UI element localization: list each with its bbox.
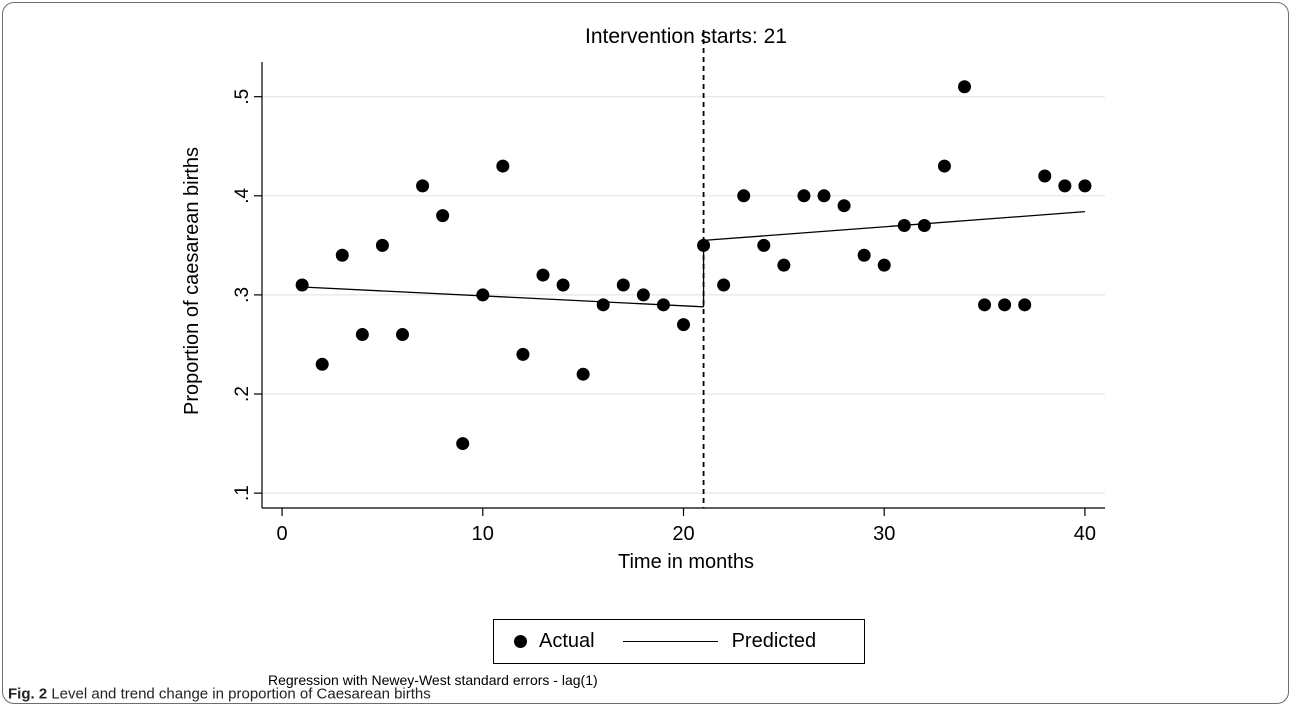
data-point [396, 328, 409, 342]
data-point [315, 357, 329, 371]
y-tick-label-2: .3 [232, 287, 253, 303]
data-point [596, 298, 610, 312]
data-point [897, 219, 911, 233]
predicted-segment-0 [302, 286, 704, 308]
data-point [978, 298, 992, 312]
figure-caption-text: Level and trend change in proportion of … [51, 685, 431, 703]
actual-series [295, 80, 1092, 451]
data-point [797, 189, 811, 203]
data-point [837, 199, 851, 213]
data-point [1078, 179, 1092, 193]
data-point [616, 278, 630, 292]
figure-caption-label: Fig. 2 [8, 685, 48, 703]
legend: Actual Predicted [493, 619, 865, 664]
data-point [355, 328, 369, 342]
predicted-series [302, 211, 1085, 308]
data-point [697, 238, 711, 252]
x-tick-label-0: 0 [277, 523, 288, 545]
data-point [1058, 179, 1072, 193]
data-point [777, 258, 791, 272]
data-point [757, 238, 771, 252]
data-point [717, 278, 731, 292]
axes [261, 62, 1105, 509]
data-point [636, 288, 650, 302]
y-tick-label-0: .1 [232, 485, 253, 501]
x-tick-label-4: 40 [1074, 523, 1096, 545]
data-point [958, 80, 971, 94]
data-point [335, 248, 349, 262]
x-tick-label-1: 10 [472, 523, 494, 545]
data-point [857, 248, 871, 262]
data-point [998, 298, 1012, 312]
y-axis-label: Proportion of caesarean births [181, 147, 203, 415]
data-point [817, 189, 831, 203]
regression-note: Regression with Newey-West standard erro… [268, 672, 598, 688]
y-tick-label-3: .4 [232, 187, 253, 203]
data-point [516, 347, 530, 361]
x-axis-label: Time in months [618, 551, 754, 573]
data-point [1018, 298, 1032, 312]
x-axis-ticks: 0 10 20 30 40 [277, 508, 1096, 545]
figure-caption: Fig. 2 Level and trend change in proport… [8, 686, 431, 703]
data-point [656, 298, 670, 312]
y-tick-label-1: .2 [232, 386, 253, 402]
gridlines [262, 96, 1105, 494]
data-point [937, 159, 951, 173]
legend-label-actual: Actual [539, 630, 595, 652]
data-point [476, 288, 490, 302]
legend-marker-predicted [622, 641, 718, 642]
legend-marker-actual [514, 635, 527, 648]
data-point [677, 318, 690, 332]
data-point [456, 437, 470, 451]
x-tick-label-2: 20 [672, 523, 694, 545]
data-point [536, 268, 550, 282]
data-point [737, 189, 751, 203]
data-point [556, 278, 570, 292]
data-point [917, 219, 931, 233]
y-axis-ticks: .1 .2 .3 .4 .5 [232, 89, 262, 501]
data-point [416, 179, 430, 193]
data-point [1038, 169, 1052, 183]
data-point [576, 367, 590, 381]
data-point [496, 159, 510, 173]
predicted-segment-1 [703, 211, 1085, 242]
data-point [295, 278, 309, 292]
y-tick-label-4: .5 [232, 89, 253, 105]
legend-label-predicted: Predicted [731, 630, 817, 652]
data-point [375, 238, 389, 252]
chart-title: Intervention starts: 21 [585, 25, 787, 48]
x-tick-label-3: 30 [873, 523, 895, 545]
data-point [877, 258, 891, 272]
data-point [436, 209, 450, 223]
